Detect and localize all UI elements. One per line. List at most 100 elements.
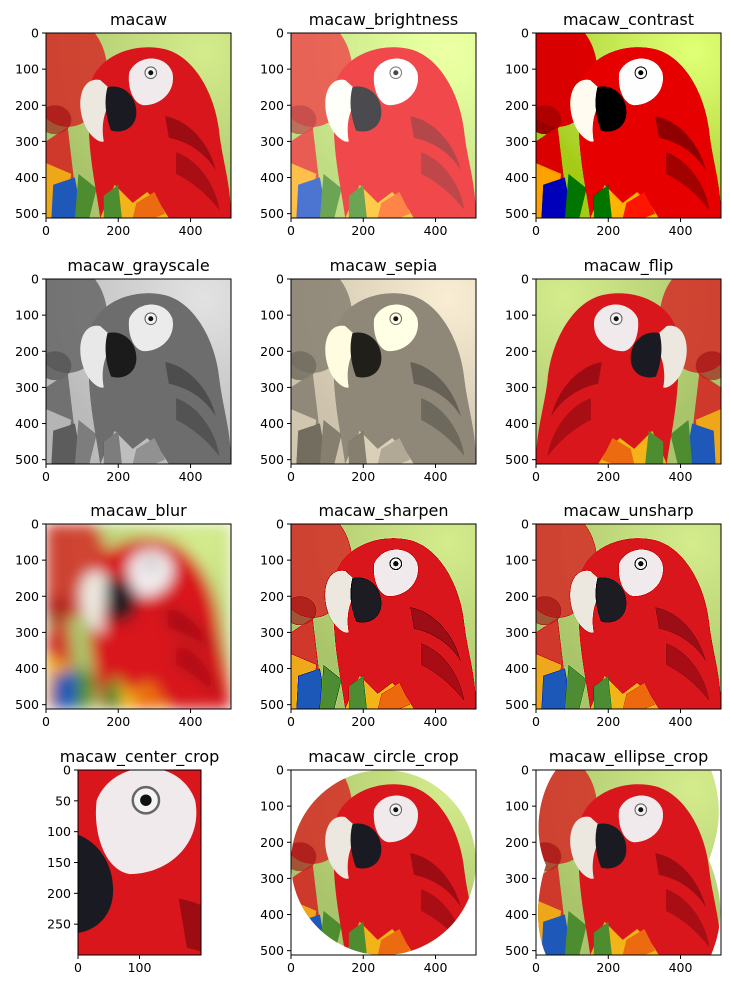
panel-image: [273, 756, 476, 955]
panel-title: macaw_center_crop: [60, 747, 220, 767]
y-tick-label: 200: [15, 344, 39, 359]
y-tick-label: 100: [505, 553, 529, 568]
panel-title: macaw_contrast: [563, 10, 694, 30]
y-tick-label: 300: [260, 625, 284, 640]
y-tick-label: 200: [505, 835, 529, 850]
panel-title: macaw_ellipse_crop: [549, 747, 709, 767]
panel-normal: macaw 0 200 400 0 100 200 300 400 500: [15, 10, 231, 238]
panel-title: macaw_brightness: [309, 10, 458, 30]
y-tick-label: 400: [505, 661, 529, 676]
y-tick-label: 0: [276, 272, 284, 287]
x-tick-label: 0: [532, 469, 540, 484]
y-tick-label: 400: [15, 416, 39, 431]
y-tick-label: 300: [15, 380, 39, 395]
x-tick-label: 400: [424, 960, 448, 975]
x-tick-label: 0: [42, 223, 50, 238]
panel-title: macaw_circle_crop: [308, 747, 459, 767]
x-tick-label: 200: [351, 469, 375, 484]
x-tick-label: 200: [596, 960, 620, 975]
y-tick-label: 500: [505, 697, 529, 712]
y-tick-label: 100: [260, 553, 284, 568]
y-tick-label: 400: [505, 907, 529, 922]
x-tick-label: 0: [42, 714, 50, 729]
x-tick-label: 0: [287, 469, 295, 484]
y-tick-label: 0: [63, 763, 71, 778]
panel-image: [518, 510, 721, 709]
y-tick-label: 0: [31, 272, 39, 287]
y-tick-label: 300: [505, 625, 529, 640]
x-tick-label: 0: [287, 223, 295, 238]
y-tick-label: 300: [505, 380, 529, 395]
y-tick-label: 200: [15, 98, 39, 113]
panel-title: macaw_sharpen: [318, 501, 448, 521]
x-tick-label: 0: [74, 960, 82, 975]
y-tick-label: 500: [260, 697, 284, 712]
panel-blur: macaw_blur0 200 4000100200300400500: [15, 501, 231, 729]
y-tick-label: 500: [505, 943, 529, 958]
panel-sepia: macaw_sepia 0 200 400 0 100 200 300 400 500: [260, 256, 476, 484]
y-tick-label: 0: [521, 26, 529, 41]
y-tick-label: 300: [505, 134, 529, 149]
x-tick-label: 0: [532, 960, 540, 975]
panel-image: [518, 19, 721, 218]
x-tick-label: 200: [351, 714, 375, 729]
y-tick-label: 50: [55, 793, 71, 808]
panel-ellipse-crop: macaw_ellipse_crop0 200 400010020030040050…: [505, 747, 721, 975]
x-tick-label: 200: [596, 469, 620, 484]
y-tick-label: 0: [521, 517, 529, 532]
y-tick-label: 200: [47, 886, 71, 901]
y-tick-label: 100: [260, 799, 284, 814]
y-tick-label: 400: [505, 416, 529, 431]
panel-image: [273, 510, 476, 709]
x-tick-label: 400: [424, 714, 448, 729]
y-tick-label: 100: [260, 308, 284, 323]
y-tick-label: 400: [505, 170, 529, 185]
y-tick-label: 500: [505, 452, 529, 467]
y-tick-label: 100: [505, 62, 529, 77]
y-tick-label: 150: [47, 855, 71, 870]
y-tick-label: 300: [260, 134, 284, 149]
x-tick-label: 0: [287, 960, 295, 975]
y-tick-label: 500: [505, 206, 529, 221]
y-tick-label: 100: [15, 553, 39, 568]
panel-circle-crop: macaw_circle_crop0 200 4000100200300400500: [260, 747, 476, 975]
y-tick-label: 500: [15, 206, 39, 221]
x-tick-label: 400: [424, 469, 448, 484]
y-tick-label: 200: [15, 589, 39, 604]
y-tick-label: 200: [505, 589, 529, 604]
panel-flip: macaw_flip0 200 4000100200300400500: [505, 256, 730, 484]
y-tick-label: 100: [505, 799, 529, 814]
y-tick-label: 400: [260, 416, 284, 431]
y-tick-label: 300: [505, 871, 529, 886]
y-tick-label: 0: [31, 517, 39, 532]
y-tick-label: 0: [276, 763, 284, 778]
y-tick-label: 300: [260, 871, 284, 886]
y-tick-label: 500: [15, 452, 39, 467]
y-tick-label: 0: [521, 763, 529, 778]
panel-contrast: macaw_contrast 0 200 400 0 100 200 300 400 500: [505, 10, 721, 238]
y-tick-label: 100: [505, 308, 529, 323]
y-tick-label: 500: [260, 452, 284, 467]
panel-title: macaw_blur: [90, 501, 187, 521]
x-tick-label: 400: [179, 223, 203, 238]
y-tick-label: 0: [276, 517, 284, 532]
x-tick-label: 200: [106, 469, 130, 484]
x-tick-label: 200: [106, 714, 130, 729]
panel-image: [28, 265, 231, 464]
y-tick-label: 200: [260, 344, 284, 359]
panel-sharpen: macaw_sharpen 0 200 400 0 100 200 300 400 500: [260, 501, 476, 729]
panel-title: macaw_sepia: [330, 256, 438, 276]
y-tick-label: 400: [260, 907, 284, 922]
y-tick-label: 200: [505, 344, 529, 359]
y-tick-label: 400: [15, 170, 39, 185]
y-tick-label: 300: [15, 625, 39, 640]
x-tick-label: 400: [669, 714, 693, 729]
y-tick-label: 100: [15, 62, 39, 77]
y-tick-label: 300: [15, 134, 39, 149]
y-tick-label: 400: [15, 661, 39, 676]
y-tick-label: 100: [15, 308, 39, 323]
y-tick-label: 200: [260, 98, 284, 113]
panel-image: [273, 265, 476, 464]
x-tick-label: 200: [596, 223, 620, 238]
x-tick-label: 0: [287, 714, 295, 729]
